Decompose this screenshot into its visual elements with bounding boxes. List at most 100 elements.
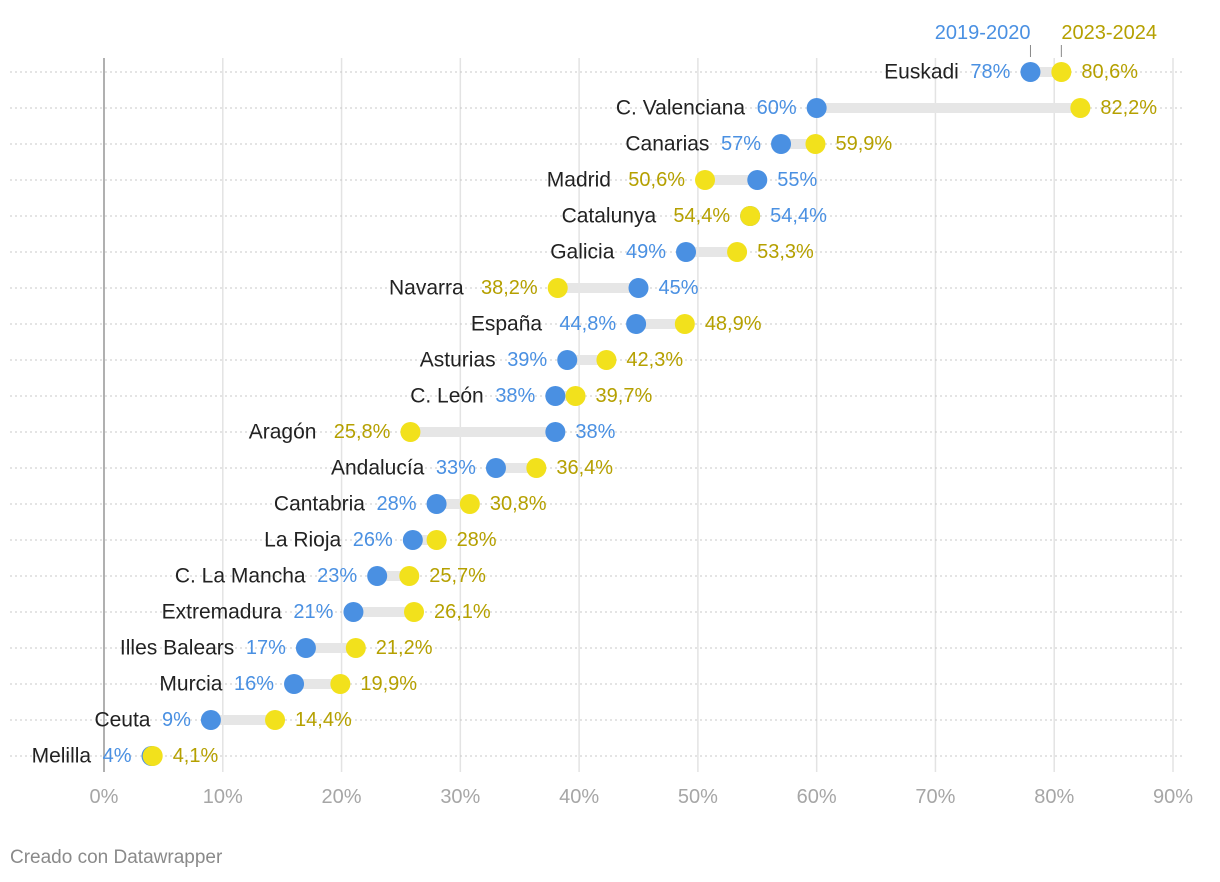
value-label-right: 82,2%: [1100, 97, 1157, 119]
value-label-right: 59,9%: [835, 133, 892, 155]
value-label-right: 45%: [659, 277, 699, 299]
region-label: Madrid: [547, 169, 611, 192]
value-label-left: 33%: [436, 457, 476, 479]
dot-2019-2020: [426, 494, 447, 514]
dot-2019-2020: [1020, 62, 1041, 82]
value-label-right: 25,7%: [429, 565, 486, 587]
dot-2019-2020: [545, 422, 566, 442]
value-label-right: 14,4%: [295, 709, 352, 731]
region-label: Galicia: [550, 241, 615, 264]
value-label-left: 49%: [626, 241, 666, 263]
region-label: Extremadura: [162, 601, 283, 624]
value-label-right: 30,8%: [490, 493, 547, 515]
dot-2023-2024: [404, 602, 425, 622]
dot-2019-2020: [676, 242, 697, 262]
dot-2023-2024: [1070, 98, 1091, 118]
dot-2023-2024: [596, 350, 617, 370]
region-label: Canarias: [625, 133, 709, 156]
x-tick-label: 20%: [322, 786, 362, 808]
value-label-left: 54,4%: [673, 205, 730, 227]
region-label: España: [471, 313, 543, 336]
value-label-left: 38%: [495, 385, 535, 407]
value-label-left: 26%: [353, 529, 393, 551]
value-label-left: 57%: [721, 133, 761, 155]
x-tick-label: 30%: [440, 786, 480, 808]
dot-2023-2024: [426, 530, 447, 550]
value-label-left: 25,8%: [334, 421, 391, 443]
region-label: Euskadi: [884, 61, 959, 84]
dot-2019-2020: [545, 386, 566, 406]
value-label-right: 21,2%: [376, 637, 433, 659]
value-label-left: 9%: [162, 709, 191, 731]
value-label-left: 44,8%: [559, 313, 616, 335]
x-tick-label: 70%: [915, 786, 955, 808]
dot-2023-2024: [526, 458, 547, 478]
value-label-left: 28%: [377, 493, 417, 515]
value-label-right: 42,3%: [626, 349, 683, 371]
dot-2023-2024: [330, 674, 351, 694]
value-label-right: 4,1%: [173, 745, 219, 767]
value-label-right: 28%: [457, 529, 497, 551]
dumbbell-chart: 0% 10% 20% 30% 40% 50% 60% 70% 80% 90% 78% 80,6% Eus…: [10, 22, 1193, 808]
value-label-left: 50,6%: [628, 169, 685, 191]
region-label: La Rioja: [264, 529, 341, 552]
dot-2019-2020: [747, 170, 768, 190]
region-label: Aragón: [249, 421, 317, 444]
dot-2023-2024: [805, 134, 826, 154]
dot-2023-2024: [142, 746, 163, 766]
x-tick-label: 10%: [203, 786, 243, 808]
region-label: Asturias: [420, 349, 496, 372]
region-label: Illes Balears: [120, 637, 234, 660]
dot-2023-2024: [1051, 62, 1072, 82]
credit-text: Creado con Datawrapper: [10, 847, 223, 868]
value-label-left: 16%: [234, 673, 274, 695]
dot-2023-2024: [399, 566, 420, 586]
dot-2019-2020: [771, 134, 792, 154]
value-label-right: 53,3%: [757, 241, 814, 263]
dot-2019-2020: [485, 458, 506, 478]
dot-2023-2024: [695, 170, 716, 190]
value-label-right: 19,9%: [360, 673, 417, 695]
dot-2023-2024: [565, 386, 586, 406]
value-label-left: 38,2%: [481, 277, 538, 299]
region-label: C. León: [410, 385, 484, 408]
dot-2019-2020: [628, 278, 649, 298]
legend-2023-2024: 2023-2024: [1061, 22, 1157, 44]
legend-2019-2020: 2019-2020: [935, 22, 1031, 44]
dot-2019-2020: [295, 638, 316, 658]
region-label: Melilla: [32, 745, 92, 768]
value-label-left: 4%: [103, 745, 132, 767]
dot-2023-2024: [547, 278, 568, 298]
value-label-right: 39,7%: [596, 385, 653, 407]
region-label: Cantabria: [274, 493, 365, 516]
x-tick-label: 60%: [797, 786, 837, 808]
dot-2019-2020: [367, 566, 388, 586]
dot-2023-2024: [265, 710, 286, 730]
dot-2023-2024: [345, 638, 366, 658]
region-label: Murcia: [159, 673, 222, 696]
value-label-right: 54,4%: [770, 205, 827, 227]
dot-2019-2020: [626, 314, 647, 334]
dot-2019-2020: [284, 674, 305, 694]
value-label-left: 78%: [970, 61, 1010, 83]
value-label-right: 48,9%: [705, 313, 762, 335]
dot-2019-2020: [343, 602, 364, 622]
x-tick-label: 50%: [678, 786, 718, 808]
dot-2023-2024: [674, 314, 695, 334]
value-label-left: 23%: [317, 565, 357, 587]
dot-2019-2020: [806, 98, 827, 118]
value-label-right: 36,4%: [556, 457, 613, 479]
dot-2019-2020: [557, 350, 578, 370]
dot-2019-2020: [402, 530, 423, 550]
x-tick-label: 90%: [1153, 786, 1193, 808]
dot-2023-2024: [459, 494, 480, 514]
value-label-right: 80,6%: [1081, 61, 1138, 83]
value-label-right: 55%: [777, 169, 817, 191]
dot-2019-2020: [200, 710, 221, 730]
region-label: C. La Mancha: [175, 565, 306, 588]
region-label: Andalucía: [331, 457, 425, 480]
region-label: Catalunya: [562, 205, 657, 228]
value-label-left: 17%: [246, 637, 286, 659]
value-label-left: 39%: [507, 349, 547, 371]
dot-2023-2024: [740, 206, 761, 226]
